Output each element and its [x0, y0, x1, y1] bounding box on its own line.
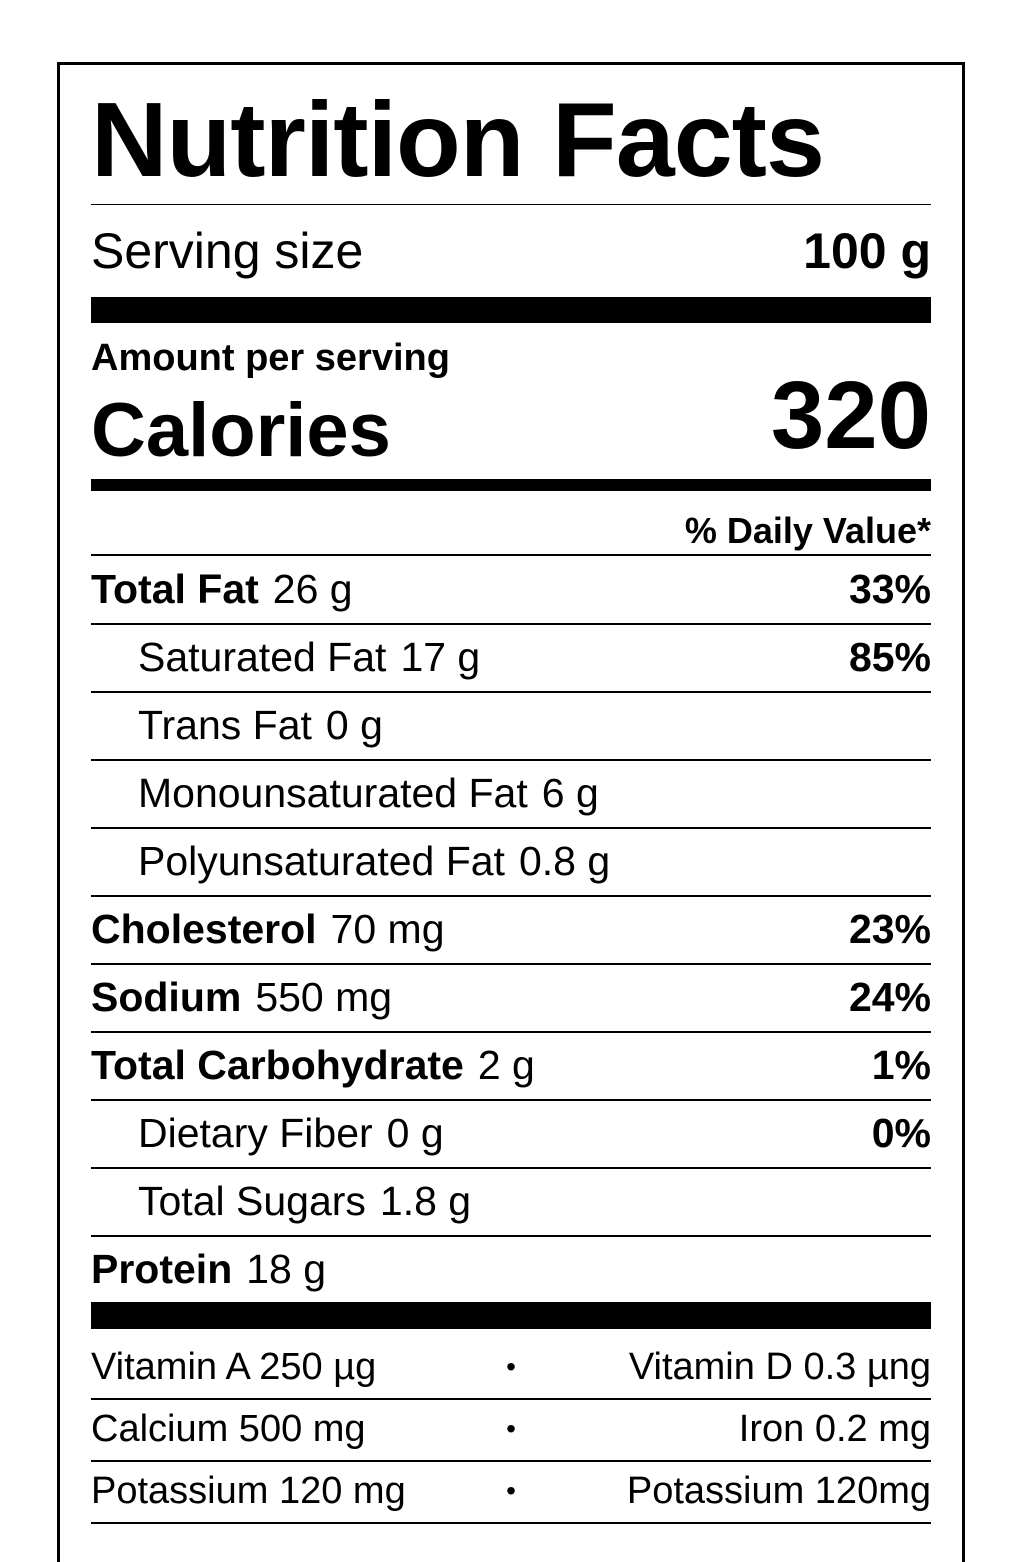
nutrient-row: Cholesterol 70 mg 23% [91, 896, 931, 962]
nutrient-name: Sodium [91, 973, 242, 1020]
vitamin-left: Vitamin A 250 µg [91, 1345, 377, 1388]
nutrient-amount: 1.8 g [379, 1177, 472, 1224]
nutrient-divider [91, 1167, 931, 1169]
nutrient-divider [91, 759, 931, 761]
vitamin-row: Potassium 120 mg • Potassium 120mg [91, 1461, 931, 1521]
thick-divider-top [91, 297, 931, 323]
nutrient-amount: 6 g [541, 769, 599, 816]
calories-label: Calories [91, 388, 391, 473]
vitamin-left: Calcium 500 mg [91, 1407, 366, 1450]
vitamin-left: Potassium 120 mg [91, 1469, 406, 1512]
nutrient-amount: 0 g [325, 701, 383, 748]
nutrient-name: Protein [91, 1245, 233, 1292]
nutrient-name: Total Carbohydrate [91, 1041, 464, 1088]
thick-divider-bottom [91, 1302, 931, 1329]
daily-value-header-text: % Daily Value* [684, 510, 931, 551]
nutrient-row: Polyunsaturated Fat 0.8 g [91, 828, 931, 894]
nutrient-amount: 0 g [386, 1109, 444, 1156]
bullet-separator: • [506, 1475, 516, 1506]
nutrient-name-amount: Total Sugars 1.8 g [138, 1178, 471, 1225]
daily-value-header: % Daily Value* [91, 505, 931, 557]
nutrient-row: Saturated Fat 17 g 85% [91, 624, 931, 690]
nutrient-name-amount: Sodium 550 mg [91, 974, 392, 1021]
nutrient-name-amount: Dietary Fiber 0 g [138, 1110, 444, 1157]
nutrient-row: Total Sugars 1.8 g [91, 1168, 931, 1234]
nutrient-name-amount: Saturated Fat 17 g [138, 634, 480, 681]
nutrient-divider [91, 1031, 931, 1033]
amount-per-serving: Amount per serving [91, 337, 450, 379]
bullet-separator: • [506, 1351, 516, 1382]
nutrient-divider [91, 895, 931, 897]
nutrient-daily-value: 23% [848, 905, 931, 952]
nutrient-name-amount: Cholesterol 70 mg [91, 906, 445, 953]
bullet-separator: • [506, 1413, 516, 1444]
calories-value: 320 [770, 362, 931, 469]
nutrient-daily-value: 85% [848, 633, 931, 680]
serving-size-value: 100 g [803, 223, 931, 279]
nutrient-daily-value: 0% [871, 1109, 931, 1156]
nutrient-name: Monounsaturated Fat [138, 769, 528, 816]
nutrient-row: Trans Fat 0 g [91, 692, 931, 758]
nutrient-name: Cholesterol [91, 905, 317, 952]
nutrient-daily-value: 33% [848, 565, 931, 612]
calories-divider [91, 479, 931, 491]
nutrient-daily-value: 24% [848, 973, 931, 1020]
nutrient-row: Total Carbohydrate 2 g 1% [91, 1032, 931, 1098]
nutrient-name: Dietary Fiber [138, 1109, 373, 1156]
nutrient-row: Sodium 550 mg 24% [91, 964, 931, 1030]
label-title: Nutrition Facts [91, 81, 825, 199]
vitamin-divider [91, 1398, 931, 1400]
nutrient-daily-value: 1% [871, 1041, 931, 1088]
nutrient-name-amount: Protein 18 g [91, 1246, 326, 1293]
nutrient-name-amount: Total Carbohydrate 2 g [91, 1042, 535, 1089]
serving-size-label: Serving size [91, 223, 364, 279]
nutrient-amount: 17 g [400, 633, 481, 680]
nutrient-row: Monounsaturated Fat 6 g [91, 760, 931, 826]
title-divider [91, 204, 931, 205]
nutrient-divider [91, 623, 931, 625]
nutrient-name: Total Sugars [138, 1177, 366, 1224]
nutrient-amount: 70 mg [330, 905, 445, 952]
nutrient-row: Protein 18 g [91, 1236, 931, 1302]
nutrient-name: Total Fat [91, 565, 259, 612]
nutrient-name: Trans Fat [138, 701, 312, 748]
nutrition-label: Nutrition Facts Serving size 100 g Amoun… [57, 62, 965, 1562]
vitamin-right: Vitamin D 0.3 µng [628, 1345, 931, 1388]
nutrient-amount: 0.8 g [518, 837, 611, 884]
vitamin-divider [91, 1460, 931, 1462]
nutrient-amount: 18 g [246, 1245, 327, 1292]
nutrient-name-amount: Trans Fat 0 g [138, 702, 383, 749]
nutrient-divider [91, 691, 931, 693]
nutrient-row: Total Fat 26 g 33% [91, 556, 931, 622]
nutrient-amount: 26 g [272, 565, 353, 612]
nutrient-divider [91, 963, 931, 965]
nutrient-row: Dietary Fiber 0 g 0% [91, 1100, 931, 1166]
daily-value-divider [91, 554, 931, 556]
vitamin-divider [91, 1522, 931, 1524]
vitamin-row: Vitamin A 250 µg • Vitamin D 0.3 µng [91, 1337, 931, 1397]
nutrient-name-amount: Polyunsaturated Fat 0.8 g [138, 838, 610, 885]
vitamin-right: Iron 0.2 mg [738, 1407, 931, 1450]
vitamin-row: Calcium 500 mg • Iron 0.2 mg [91, 1399, 931, 1459]
nutrient-name-amount: Monounsaturated Fat 6 g [138, 770, 599, 817]
serving-size-row: Serving size 100 g [91, 211, 931, 291]
nutrient-name: Polyunsaturated Fat [138, 837, 505, 884]
nutrient-divider [91, 827, 931, 829]
nutrient-name-amount: Total Fat 26 g [91, 566, 353, 613]
nutrient-amount: 2 g [477, 1041, 535, 1088]
vitamin-right: Potassium 120mg [626, 1469, 931, 1512]
nutrient-divider [91, 1235, 931, 1237]
nutrient-name: Saturated Fat [138, 633, 387, 680]
nutrient-divider [91, 1099, 931, 1101]
nutrient-amount: 550 mg [255, 973, 393, 1020]
